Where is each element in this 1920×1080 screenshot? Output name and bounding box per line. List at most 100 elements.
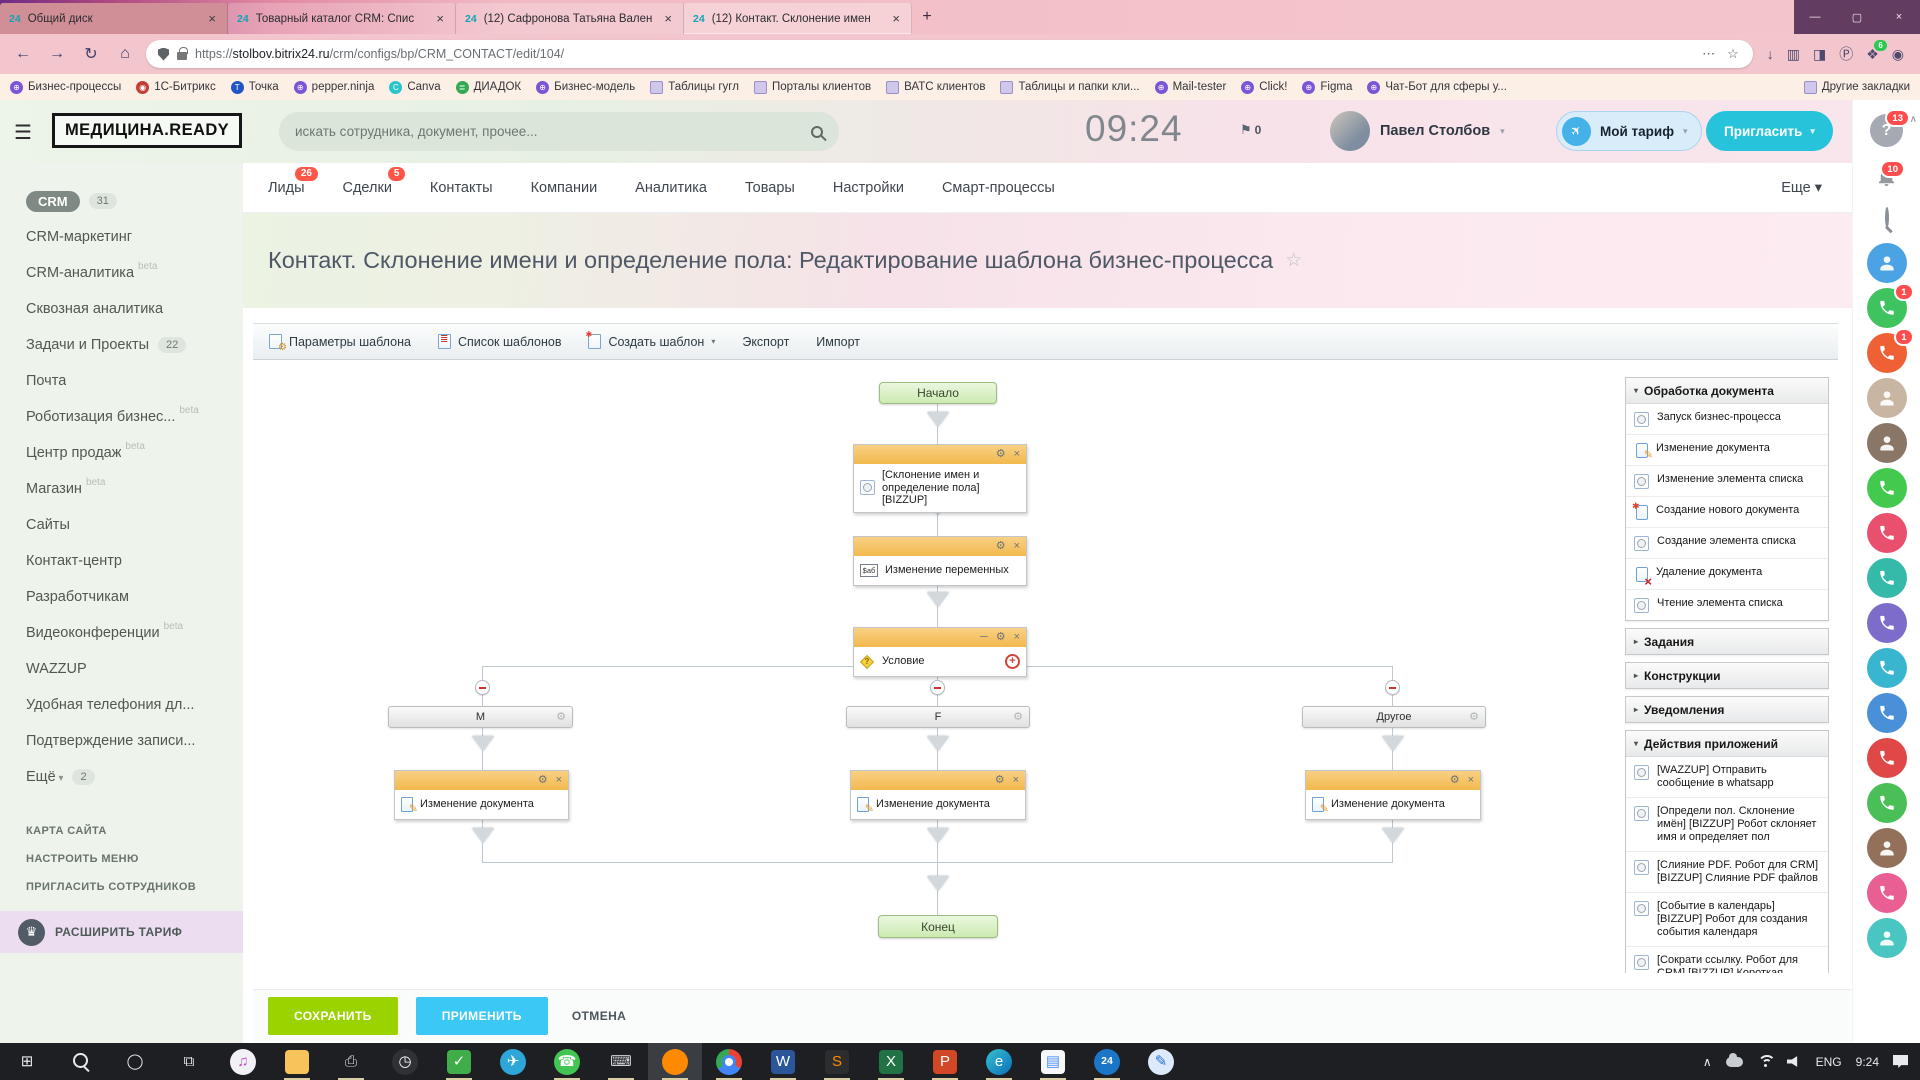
language-indicator[interactable]: ENG bbox=[1815, 1054, 1842, 1069]
palette-item[interactable]: [Слияние PDF. Робот для CRM] [BIZZUP] Сл… bbox=[1626, 852, 1828, 893]
wifi-icon[interactable] bbox=[1757, 1055, 1773, 1068]
bookmark-item[interactable]: ВАТС клиентов bbox=[886, 80, 985, 94]
taskbar-button[interactable]: ⊞ bbox=[0, 1043, 54, 1080]
bookmark-star-icon[interactable]: ☆ bbox=[1727, 46, 1739, 61]
section-header[interactable]: ▾ Обработка документа bbox=[1626, 378, 1828, 403]
template-list-button[interactable]: Список шаблонов bbox=[437, 334, 561, 349]
new-tab-button[interactable]: + bbox=[922, 8, 932, 25]
close-icon[interactable]: × bbox=[1012, 774, 1019, 786]
taskbar-button[interactable]: ✎ bbox=[1134, 1043, 1188, 1080]
browser-tab[interactable]: 24 Товарный каталог CRM: Спис × bbox=[228, 3, 456, 34]
gear-icon[interactable]: ⚙ bbox=[995, 448, 1006, 460]
taskbar-button[interactable]: ☎ bbox=[540, 1043, 594, 1080]
collapse-branch-button[interactable] bbox=[1385, 680, 1400, 695]
taskbar-button[interactable]: ♫ bbox=[216, 1043, 270, 1080]
chat-contact[interactable]: 1 bbox=[1866, 328, 1914, 373]
sidebar-item[interactable]: Сквозная аналитика bbox=[26, 301, 164, 317]
palette-item[interactable]: Создание элемента списка bbox=[1626, 528, 1828, 559]
cancel-button[interactable]: ОТМЕНА bbox=[571, 1009, 627, 1023]
chat-contact[interactable] bbox=[1866, 603, 1907, 643]
add-branch-button[interactable]: + bbox=[1005, 654, 1020, 669]
plan-button[interactable]: ✈ Мой тариф ▾ bbox=[1556, 111, 1702, 151]
global-search[interactable] bbox=[279, 112, 839, 151]
feed-contact[interactable] bbox=[1866, 243, 1907, 283]
section-header[interactable]: ▸ Уведомления bbox=[1626, 697, 1828, 722]
collapse-branch-button[interactable] bbox=[930, 680, 945, 695]
palette-item[interactable]: Изменение документа bbox=[1626, 435, 1828, 466]
close-icon[interactable]: × bbox=[1467, 774, 1474, 786]
close-icon[interactable]: × bbox=[555, 774, 562, 786]
taskbar-button[interactable]: ▤ bbox=[1026, 1043, 1080, 1080]
sidebar-item[interactable]: Почта bbox=[26, 373, 67, 389]
search-input[interactable] bbox=[295, 124, 801, 139]
branch-m[interactable]: М ⚙ bbox=[388, 706, 573, 728]
crm-nav-item[interactable]: Контакты bbox=[429, 179, 493, 196]
sidebar-item[interactable]: Удобная телефония дл... bbox=[26, 697, 195, 713]
home-button[interactable]: ⌂ bbox=[120, 45, 130, 62]
gear-icon[interactable]: ⚙ bbox=[556, 711, 566, 723]
branch-other[interactable]: Другое ⚙ bbox=[1302, 706, 1486, 728]
chat-contact[interactable] bbox=[1866, 873, 1907, 913]
bookmark-item[interactable]: ◉ 1С-Битрикс bbox=[136, 80, 216, 94]
gear-icon[interactable]: ⚙ bbox=[1449, 774, 1460, 786]
sitemap-link[interactable]: КАРТА САЙТА bbox=[26, 825, 107, 837]
bookmark-item[interactable]: Порталы клиентов bbox=[753, 80, 871, 94]
help-button[interactable]: ? 13 bbox=[1870, 109, 1910, 147]
bp-activity-editdocument[interactable]: ⚙ × Изменение документа bbox=[1305, 770, 1481, 820]
taskbar-button[interactable]: X bbox=[864, 1043, 918, 1080]
work-time-clock[interactable]: 09:24 bbox=[1085, 108, 1183, 149]
apps-contact[interactable] bbox=[1866, 918, 1907, 958]
sidebar-item[interactable]: Ещё 2 bbox=[0, 759, 243, 795]
taskbar-button[interactable]: e bbox=[972, 1043, 1026, 1080]
close-icon[interactable]: × bbox=[1013, 540, 1020, 552]
palette-item[interactable]: Удаление документа bbox=[1626, 559, 1828, 590]
bookmark-item[interactable]: Таблицы и папки кли... bbox=[1000, 80, 1140, 94]
sidebar-item[interactable]: Сайты bbox=[26, 517, 70, 533]
chat-contact[interactable] bbox=[1866, 738, 1907, 778]
browser-tab[interactable]: 24 (12) Сафронова Татьяна Вален × bbox=[456, 3, 684, 34]
bookmark-item[interactable]: ⊕ Figma bbox=[1302, 80, 1352, 94]
gear-icon[interactable]: ⚙ bbox=[1469, 711, 1479, 723]
palette-item[interactable]: [Событие в календарь] [BIZZUP] Робот для… bbox=[1626, 893, 1828, 947]
sidebar-item[interactable]: Магазин beta bbox=[26, 477, 106, 497]
chat-contact[interactable] bbox=[1866, 783, 1907, 823]
browser-tab-active[interactable]: 24 (12) Контакт. Склонение имен × bbox=[684, 3, 912, 34]
sidebar-item[interactable]: Видеоконференции beta bbox=[26, 621, 184, 641]
volume-icon[interactable] bbox=[1786, 1056, 1798, 1067]
bp-activity-setvariables[interactable]: ⚙ × Изменение переменных bbox=[853, 536, 1027, 586]
import-button[interactable]: Импорт bbox=[816, 334, 860, 349]
sidebar-item[interactable]: WAZZUP bbox=[26, 661, 87, 677]
create-template-button[interactable]: Создать шаблон▾ bbox=[585, 330, 715, 349]
gear-icon[interactable]: ⚙ bbox=[994, 774, 1005, 786]
tab-close-icon[interactable]: × bbox=[892, 11, 900, 26]
flag-counter[interactable]: ⚑ 0 bbox=[1240, 122, 1262, 137]
taskbar-button[interactable]: ◯ bbox=[108, 1043, 162, 1080]
chat-contact[interactable] bbox=[1866, 648, 1907, 688]
crm-nav-item[interactable]: Аналитика bbox=[635, 179, 707, 196]
section-header[interactable]: ▾ Действия приложений bbox=[1626, 731, 1828, 756]
taskbar-button[interactable] bbox=[270, 1043, 324, 1080]
taskbar-button[interactable] bbox=[702, 1043, 756, 1080]
chat-contact[interactable] bbox=[1866, 513, 1907, 553]
crm-nav-item[interactable]: Настройки bbox=[832, 179, 904, 196]
chat-contact[interactable] bbox=[1866, 468, 1907, 508]
bookmark-item[interactable]: Т Точка bbox=[230, 80, 279, 94]
taskbar-button[interactable] bbox=[648, 1043, 702, 1080]
collapse-branch-button[interactable] bbox=[475, 680, 490, 695]
gear-icon[interactable]: ⚙ bbox=[1013, 711, 1023, 723]
taskbar-button[interactable]: W bbox=[756, 1043, 810, 1080]
bookmark-item[interactable]: Таблицы гугл bbox=[650, 80, 739, 94]
sidebar-item[interactable]: CRM-маркетинг bbox=[26, 229, 133, 245]
extensions-icon[interactable]: ❖ 6 bbox=[1866, 39, 1887, 63]
close-icon[interactable]: × bbox=[1013, 631, 1020, 643]
save-button[interactable]: СОХРАНИТЬ bbox=[268, 997, 398, 1035]
sidebar-item[interactable]: Роботизация бизнес... beta bbox=[26, 405, 199, 425]
crm-nav-item[interactable]: Смарт-процессы bbox=[941, 179, 1055, 196]
configure-menu-link[interactable]: НАСТРОИТЬ МЕНЮ bbox=[26, 853, 139, 865]
bp-condition-block[interactable]: ─ ⚙ × Условие + bbox=[853, 627, 1027, 677]
lock-icon[interactable] bbox=[177, 47, 188, 60]
sidebar-item[interactable]: CRM 31 bbox=[0, 183, 243, 219]
crm-nav-item[interactable]: Лиды 26 bbox=[268, 166, 318, 196]
bp-activity-editdocument[interactable]: ⚙ × Изменение документа bbox=[850, 770, 1026, 820]
tab-close-icon[interactable]: × bbox=[664, 11, 672, 26]
